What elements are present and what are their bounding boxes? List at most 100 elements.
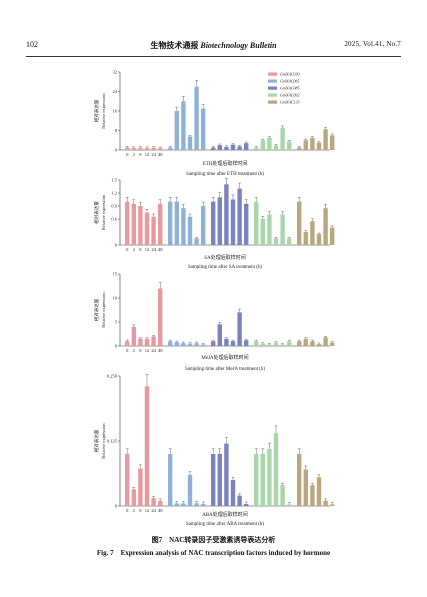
bar: [267, 344, 272, 346]
bar: [168, 147, 173, 150]
bar: [260, 343, 265, 346]
x-tick-label: 12: [145, 247, 150, 252]
bar: [254, 454, 259, 506]
x-tick-label: 48: [158, 152, 163, 157]
bar: [181, 343, 186, 346]
bar: [144, 386, 150, 506]
x-tick-label: 0: [126, 508, 129, 513]
y-axis-label-cn: 相对表达量: [93, 298, 100, 321]
bar: [280, 344, 285, 346]
bar: [174, 111, 179, 150]
x-axis-label-en: Sampling time after ETH treatment (h): [186, 172, 264, 177]
bar: [125, 201, 130, 245]
x-tick-label: 0: [126, 247, 129, 252]
bar: [230, 341, 236, 346]
bar: [144, 148, 150, 150]
bar: [267, 137, 272, 150]
page-number: 102: [26, 40, 38, 49]
bar: [260, 219, 265, 245]
x-tick-label: 2: [133, 247, 135, 252]
bar: [316, 142, 322, 150]
x-tick-label: 24: [151, 247, 156, 252]
x-tick-label: 12: [145, 348, 150, 353]
bar: [330, 504, 335, 506]
y-axis-label-en: Relative expression: [101, 194, 106, 230]
y-tick-label: 1.2: [111, 191, 117, 196]
bar: [217, 145, 222, 150]
bar: [194, 343, 199, 346]
x-tick-label: 0: [126, 348, 129, 353]
x-axis-label-en: Sampling time after MeJA treatment (h): [185, 367, 265, 372]
x-tick-label: 2: [133, 508, 135, 513]
bar: [303, 338, 308, 346]
legend-entry: GmNAC030: [280, 72, 300, 77]
bar: [287, 341, 292, 346]
x-axis-label-cn: SA处理后取样时间: [204, 254, 245, 261]
x-axis-label-en: Sampling time after SA treatment (h): [188, 265, 263, 270]
bar: [187, 474, 193, 506]
bar: [244, 340, 249, 346]
x-tick-label: 8: [139, 348, 142, 353]
legend-entry: GmNAC133: [280, 100, 300, 105]
bar: [287, 238, 292, 245]
bar: [316, 344, 322, 346]
bar: [138, 206, 143, 245]
bar: [217, 197, 222, 245]
bar: [217, 324, 222, 346]
bar: [224, 146, 229, 150]
bar: [158, 288, 163, 346]
bar: [280, 485, 285, 506]
bar: [138, 468, 143, 506]
y-axis-label-en: Relative expression: [101, 93, 106, 129]
y-tick-label: 16: [113, 109, 118, 114]
bar: [273, 342, 279, 346]
bar: [151, 216, 156, 245]
bar: [158, 500, 163, 506]
y-tick-label: 0.9: [111, 204, 117, 209]
bar: [237, 146, 242, 150]
bar: [254, 201, 259, 245]
y-tick-label: 10: [113, 296, 118, 301]
bar: [174, 503, 179, 506]
bar: [244, 143, 249, 150]
bar: [144, 212, 150, 245]
bar: [330, 342, 335, 346]
page-header: 102 生物技术通报 Biotechnology Bulletin 2025, …: [0, 40, 427, 54]
bar: [230, 199, 236, 245]
bar: [211, 454, 216, 506]
y-tick-label: 0: [115, 504, 118, 509]
caption-en: Fig. 7 Expression analysis of NAC transc…: [96, 549, 331, 557]
y-axis-label-cn: 相对表达量: [93, 429, 100, 452]
y-tick-label: 0.125: [107, 439, 118, 444]
legend-swatch: [268, 72, 277, 76]
bar: [273, 433, 279, 506]
bar: [194, 238, 199, 245]
y-axis-label-en: Relative expression: [101, 292, 106, 328]
y-tick-label: 32: [113, 70, 118, 75]
bar: [323, 129, 328, 150]
bar: [273, 238, 279, 245]
bar: [254, 147, 259, 150]
bar: [323, 500, 328, 506]
journal-title: 生物技术通报 Biotechnology Bulletin: [0, 40, 427, 51]
volume-info: 2025, Vol.41, No.7: [344, 40, 401, 48]
legend-entry: GmNAC092: [280, 93, 300, 98]
bar: [323, 208, 328, 245]
y-axis-label-cn: 相对表达量: [93, 99, 100, 122]
bar: [310, 137, 315, 150]
bar: [303, 469, 308, 506]
bar: [316, 477, 322, 506]
bar: [151, 498, 156, 506]
x-tick-label: 12: [145, 508, 150, 513]
x-tick-label: 24: [151, 152, 156, 157]
bar: [330, 135, 335, 150]
bar: [181, 503, 186, 506]
bar: [230, 144, 236, 150]
x-tick-label: 8: [139, 508, 142, 513]
x-tick-label: 8: [139, 247, 142, 252]
x-axis-label-cn: ABA处理后取样时间: [202, 511, 248, 518]
bar: [323, 337, 328, 346]
y-tick-label: 5: [115, 320, 118, 325]
header-rule: [26, 56, 401, 57]
